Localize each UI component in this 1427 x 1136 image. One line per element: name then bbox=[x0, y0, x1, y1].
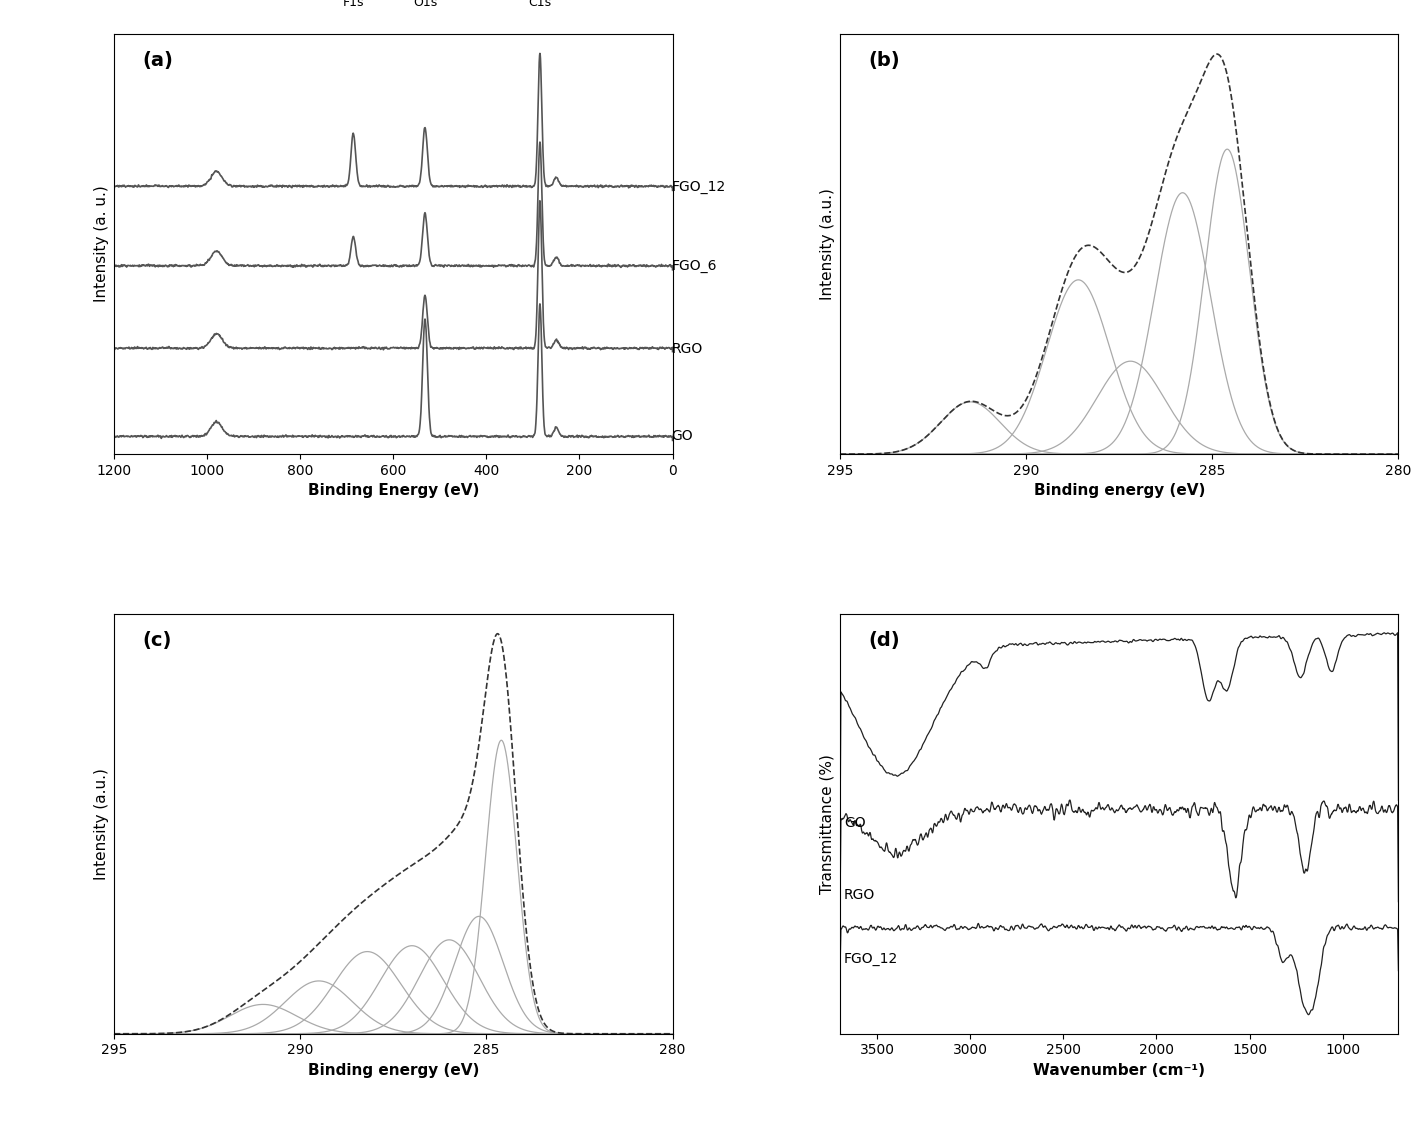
Y-axis label: Transmittance (%): Transmittance (%) bbox=[819, 754, 835, 894]
Text: RGO: RGO bbox=[672, 342, 704, 356]
Text: RGO: RGO bbox=[843, 888, 875, 902]
Y-axis label: Intensity (a.u.): Intensity (a.u.) bbox=[819, 189, 835, 300]
Text: (a): (a) bbox=[143, 51, 173, 70]
Text: F1s: F1s bbox=[342, 0, 364, 9]
X-axis label: Wavenumber (cm⁻¹): Wavenumber (cm⁻¹) bbox=[1033, 1063, 1206, 1078]
Y-axis label: Intensity (a. u.): Intensity (a. u.) bbox=[94, 185, 108, 302]
Text: (b): (b) bbox=[868, 51, 899, 70]
Text: GO: GO bbox=[672, 429, 694, 443]
Text: FGO_12: FGO_12 bbox=[843, 952, 898, 966]
X-axis label: Binding Energy (eV): Binding Energy (eV) bbox=[308, 484, 479, 499]
Text: (d): (d) bbox=[868, 630, 899, 650]
Text: FGO_12: FGO_12 bbox=[672, 179, 726, 193]
Text: C1s: C1s bbox=[528, 0, 551, 9]
Text: GO: GO bbox=[843, 816, 865, 830]
X-axis label: Binding energy (eV): Binding energy (eV) bbox=[1033, 484, 1204, 499]
Text: FGO_6: FGO_6 bbox=[672, 259, 718, 274]
Text: O1s: O1s bbox=[412, 0, 437, 9]
X-axis label: Binding energy (eV): Binding energy (eV) bbox=[308, 1063, 479, 1078]
Text: (c): (c) bbox=[143, 630, 171, 650]
Y-axis label: Intensity (a.u.): Intensity (a.u.) bbox=[94, 768, 108, 879]
